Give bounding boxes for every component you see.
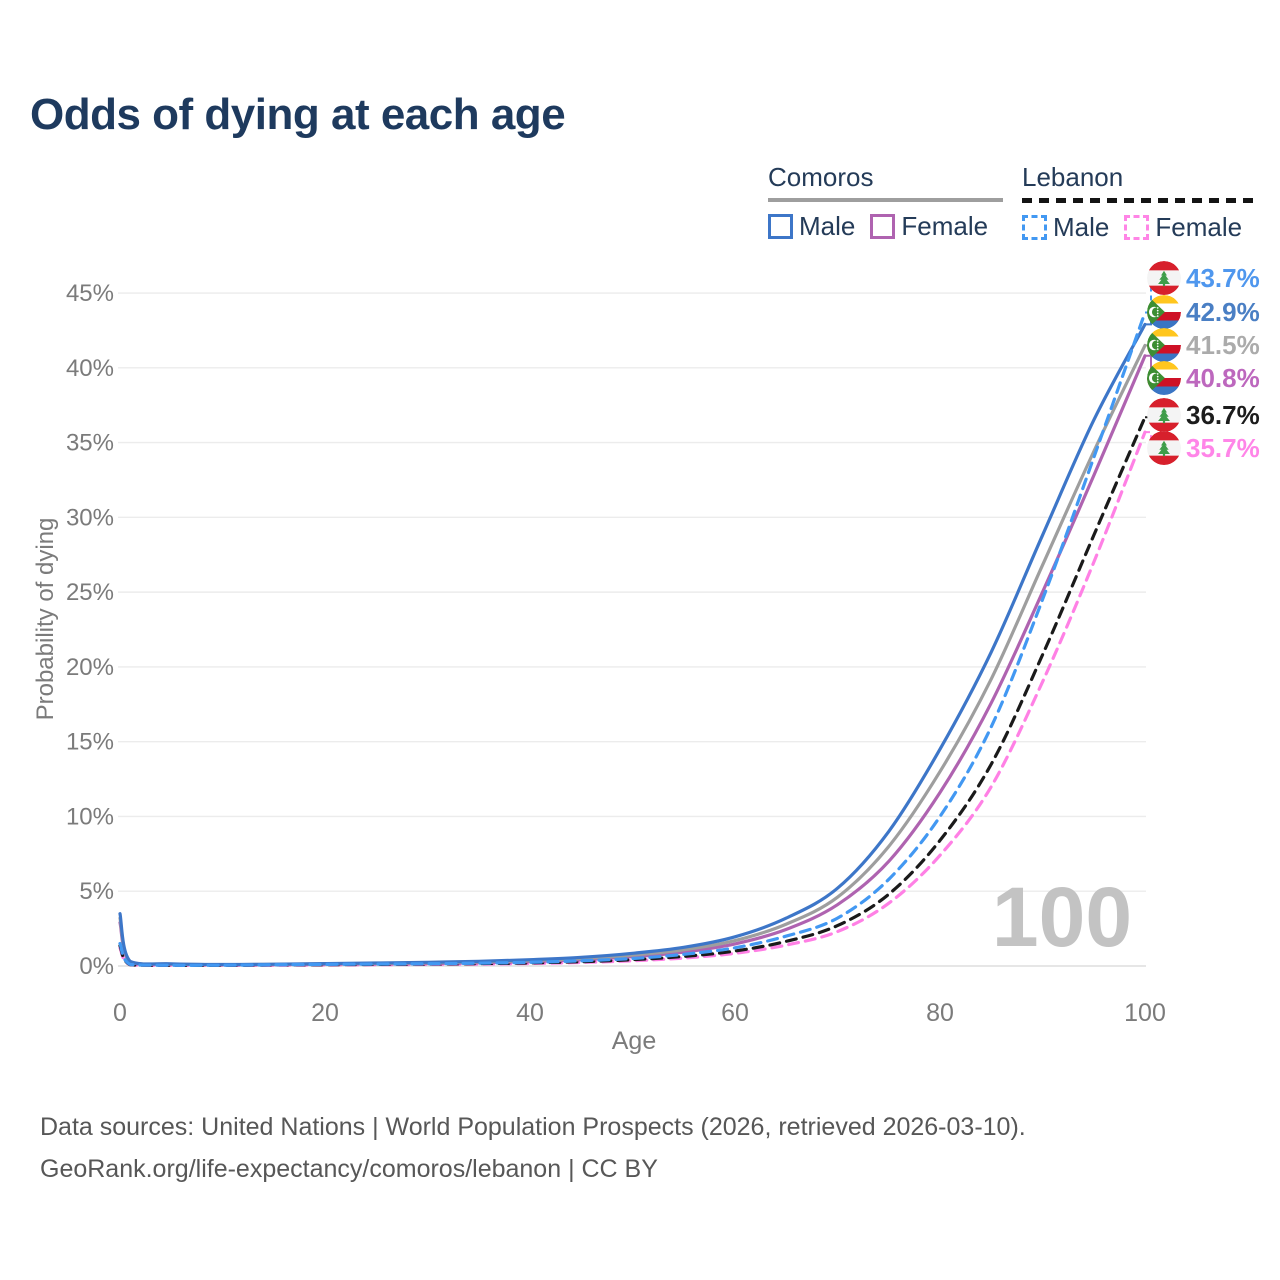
y-tick-label: 40%	[66, 355, 114, 382]
end-label-value: 36.7%	[1186, 399, 1260, 430]
legend-item-comoros-male: Male	[768, 211, 855, 242]
lebanon-female-swatch-icon	[1124, 215, 1150, 240]
legend-item-label: Male	[799, 211, 856, 241]
legend-item-lebanon-female: Female	[1124, 212, 1242, 243]
end-label-row: 40.8%	[1147, 361, 1260, 395]
legend-group-comoros: Comoros Male Female	[768, 162, 1004, 242]
y-tick-label: 25%	[66, 579, 114, 606]
legend-lebanon-line-style-key	[1022, 198, 1258, 203]
end-label-value: 41.5%	[1186, 329, 1260, 360]
y-tick-label: 30%	[66, 504, 114, 531]
y-tick-label: 35%	[66, 430, 114, 457]
y-tick-label: 10%	[66, 803, 114, 830]
end-label-row: 41.5%	[1147, 328, 1260, 362]
legend-item-label: Male	[1053, 212, 1110, 242]
legend-item-label: Female	[1155, 212, 1243, 242]
y-tick-label: 20%	[66, 654, 114, 681]
end-label-row: 36.7%	[1147, 398, 1260, 432]
end-label-value: 40.8%	[1186, 362, 1260, 393]
end-label-value: 43.7%	[1186, 262, 1260, 293]
x-tick-label: 80	[926, 999, 954, 1027]
x-tick-label: 60	[721, 999, 749, 1027]
page-title: Odds of dying at each age	[30, 90, 566, 139]
legend-item-label: Female	[901, 211, 989, 241]
end-label-value: 42.9%	[1186, 296, 1260, 327]
legend-country-label-lebanon: Lebanon	[1022, 162, 1124, 192]
x-axis-title: Age	[611, 1027, 657, 1055]
end-label-row: 42.9%	[1147, 295, 1260, 329]
y-tick-label: 0%	[79, 953, 114, 980]
end-label-value: 35.7%	[1186, 432, 1260, 463]
lebanon-flag-icon	[1147, 261, 1181, 295]
attribution-line: GeoRank.org/life-expectancy/comoros/leba…	[40, 1155, 658, 1183]
series-line-comoros	[118, 322, 1147, 967]
series-line-lebanon	[118, 310, 1147, 967]
x-tick-label: 100	[1124, 999, 1166, 1027]
lebanon-flag-icon	[1147, 431, 1181, 465]
line-chart: 45% 40% 35% 30% 25% 20% 15% 10% 5% 0% 0 20 40 60 80 100…	[66, 277, 1166, 1027]
x-tick-label: 20	[311, 999, 339, 1027]
y-tick-label: 15%	[66, 729, 114, 756]
comoros-male-swatch-icon	[768, 214, 793, 239]
y-axis-title: Probability of dying	[32, 517, 59, 721]
y-tick-label: 5%	[79, 878, 114, 905]
legend-comoros-line-style-key	[768, 198, 1004, 202]
end-label-row: 43.7%	[1147, 261, 1260, 295]
comoros-female-swatch-icon	[870, 214, 896, 239]
footer: Data sources: United Nations | World Pop…	[40, 1106, 1026, 1190]
y-tick-label: 45%	[66, 280, 114, 307]
end-label-row: 35.7%	[1147, 431, 1260, 465]
legend-item-comoros-female: Female	[870, 211, 988, 242]
age-watermark: 100	[992, 870, 1132, 964]
legend-country-label-comoros: Comoros	[768, 162, 874, 192]
comoros-flag-icon	[1147, 295, 1181, 329]
comoros-flag-icon	[1147, 361, 1181, 395]
lebanon-male-swatch-icon	[1022, 215, 1047, 240]
comoros-flag-icon	[1147, 328, 1181, 362]
legend-group-lebanon: Lebanon Male Female	[1022, 162, 1258, 243]
data-sources-line: Data sources: United Nations | World Pop…	[40, 1113, 1026, 1141]
x-tick-label: 0	[113, 999, 127, 1027]
lebanon-flag-icon	[1147, 398, 1181, 432]
legend-item-lebanon-male: Male	[1022, 212, 1109, 243]
x-tick-label: 40	[516, 999, 544, 1027]
